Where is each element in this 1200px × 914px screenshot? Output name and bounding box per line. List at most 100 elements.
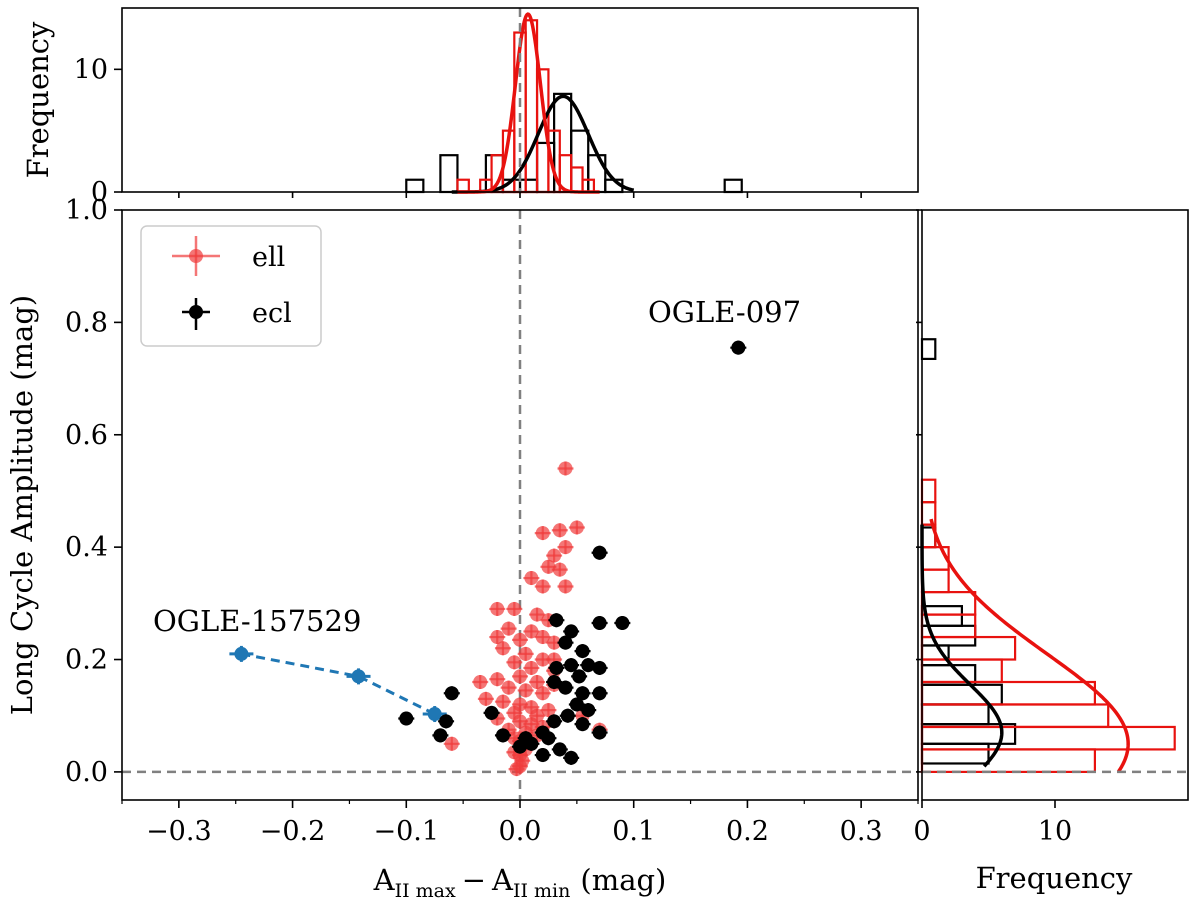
top-ecl-bar <box>439 154 459 194</box>
main-x-tick-label: 0.2 <box>726 816 769 847</box>
ell-point <box>551 562 568 577</box>
ell-point <box>472 675 489 689</box>
top-ecl-bar <box>518 178 539 194</box>
ogle-157529-track <box>229 645 447 723</box>
ell-point <box>500 680 517 695</box>
ecl-point <box>548 660 565 675</box>
ell-point <box>512 632 528 647</box>
ecl-point <box>614 616 631 630</box>
right-ecl-bar <box>920 742 990 765</box>
ecl-point <box>438 714 455 729</box>
ecl-point <box>443 686 460 701</box>
top-ecl-bar <box>405 178 425 194</box>
main-x-tick-label: 0.3 <box>840 816 883 847</box>
track-point <box>422 706 447 723</box>
ecl-point <box>591 660 608 675</box>
ecl-point <box>548 613 565 628</box>
ecl-point <box>591 545 608 560</box>
main-x-axis-label: AII max − AII min (mag) <box>373 863 667 902</box>
ecl-point <box>574 644 591 659</box>
main-x-tick-label: 0.1 <box>612 816 655 847</box>
ell-point <box>508 762 525 777</box>
top-ell-bar <box>570 166 584 194</box>
top-y-ticks: 0 10 <box>74 54 122 208</box>
right-histogram-frame <box>921 209 1189 801</box>
right-x-ticks: 0 10 <box>913 800 1072 847</box>
x-label-sub-min: II min <box>513 880 570 902</box>
ell-point <box>557 579 574 594</box>
main-x-tick-label: −0.1 <box>374 816 440 847</box>
ecl-point <box>494 728 511 743</box>
top-ell-bar <box>456 178 470 194</box>
right-ell-bar <box>920 748 1096 774</box>
ecl-point <box>571 669 588 684</box>
right-ecl-bar <box>920 703 990 726</box>
main-x-tick-label: −0.3 <box>146 816 212 847</box>
ell-point <box>489 601 506 616</box>
top-ecl-bar <box>723 178 743 194</box>
ecl-point <box>483 705 500 720</box>
ell-point <box>489 672 506 687</box>
ecl-point <box>563 658 580 673</box>
x-label-unit: (mag) <box>580 863 666 897</box>
right-ell-bar <box>920 590 977 616</box>
ell-point <box>534 526 551 541</box>
ell-point <box>506 601 523 616</box>
ecl-point <box>574 717 591 732</box>
legend-label-ell: ell <box>252 242 285 273</box>
top-ell-gaussian-fit <box>457 12 600 194</box>
top-y-tick-label: 0 <box>91 177 108 208</box>
main-y-tick-label: 0.0 <box>65 757 108 788</box>
legend-marker-ell <box>172 236 220 276</box>
ecl-point <box>557 680 574 695</box>
ell-point <box>534 686 551 701</box>
x-label-main: A <box>373 863 396 897</box>
main-scatter-panel: −0.3 −0.2 −0.1 0.0 0.1 0.2 0.3 0.0 0.2 0.4 0.6 0.8… <box>5 192 922 902</box>
main-y-ticks: 0.0 0.2 0.4 0.6 0.8 1.0 <box>65 195 922 788</box>
track-point <box>346 668 371 685</box>
ell-point <box>494 641 511 656</box>
ell-point <box>512 669 528 684</box>
x-label-minus: − <box>462 863 486 897</box>
ecl-points <box>398 340 747 765</box>
ecl-point <box>534 748 551 763</box>
ecl-point <box>432 728 449 743</box>
ecl-point <box>591 616 608 630</box>
ecl-point <box>591 686 608 701</box>
main-x-ticks: −0.3 −0.2 −0.1 0.0 0.1 0.2 0.3 <box>121 192 919 847</box>
ecl-point <box>546 675 563 689</box>
ell-point <box>546 548 563 563</box>
ell-point <box>546 635 563 650</box>
ell-point <box>489 630 506 645</box>
annotation-ogle-157529: OGLE-157529 <box>153 604 361 638</box>
ell-point <box>534 579 551 594</box>
legend-label-ecl: ecl <box>252 298 292 329</box>
right-ecl-bar <box>920 338 937 361</box>
ell-point <box>443 736 460 751</box>
ell-point <box>500 621 517 636</box>
ell-point <box>557 461 574 476</box>
right-ell-bar <box>920 478 937 504</box>
legend: ell ecl <box>140 225 322 347</box>
ell-point <box>523 571 540 586</box>
main-x-tick-label: −0.2 <box>260 816 326 847</box>
top-y-axis-label: Frequency <box>21 21 55 178</box>
ecl-point <box>551 742 568 757</box>
ell-points <box>443 461 608 777</box>
ecl-point <box>398 711 415 726</box>
ell-point <box>494 694 511 709</box>
ell-point <box>568 520 585 535</box>
top-ecl-bar <box>587 154 607 194</box>
right-x-tick-label: 10 <box>1038 816 1072 847</box>
ecl-point <box>559 708 576 723</box>
ecl-point <box>574 686 591 701</box>
right-ecl-bar <box>920 683 1003 706</box>
main-y-tick-label: 0.4 <box>65 532 108 563</box>
ell-point <box>529 675 546 689</box>
ell-point <box>551 523 568 538</box>
annotation-ogle-097: OGLE-097 <box>648 295 801 329</box>
ecl-point <box>568 697 585 712</box>
right-ell-bar <box>920 725 1176 751</box>
main-y-tick-label: 1.0 <box>65 195 108 226</box>
